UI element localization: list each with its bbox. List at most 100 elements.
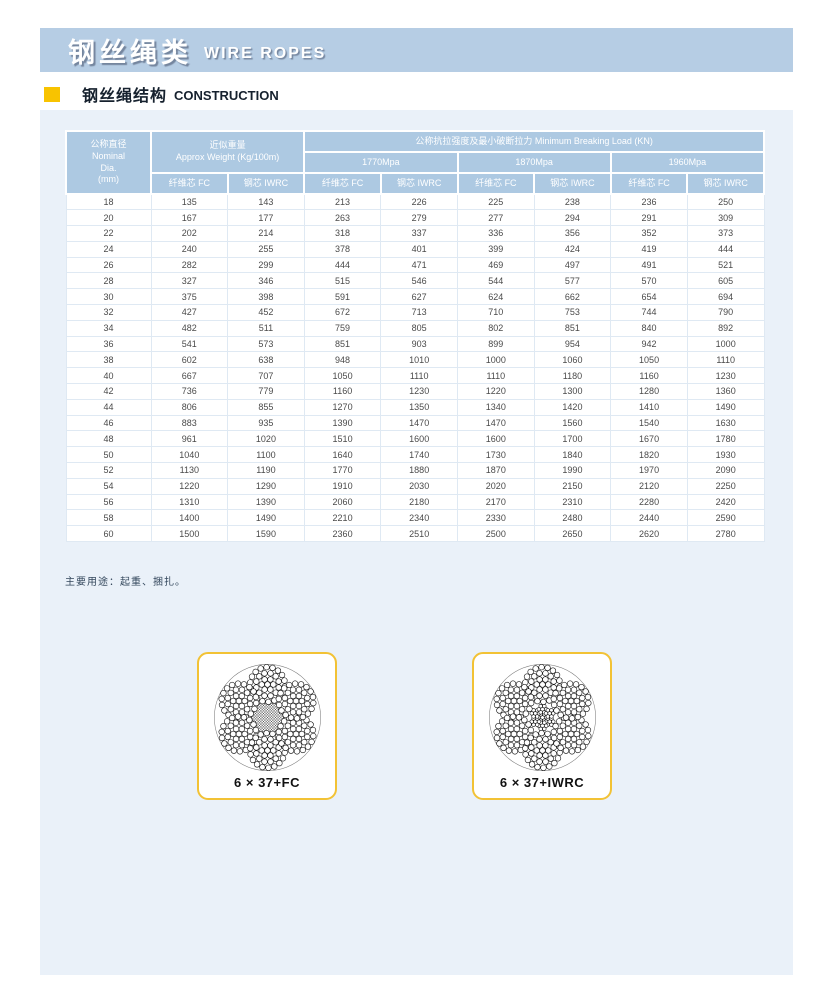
- table-cell: 544: [457, 272, 535, 290]
- table-cell: 1990: [533, 462, 612, 479]
- table-cell: 605: [686, 272, 765, 290]
- table-cell: 1350: [380, 398, 458, 416]
- rope-cross-section-iwrc-diagram: [488, 664, 596, 771]
- table-body: 18 135 143 213 226 225 238 236 250 20 167 177 263 279…: [65, 193, 765, 543]
- table-cell: 851: [303, 335, 382, 353]
- page-title-banner: 钢丝绳类 WIRE ROPES: [40, 28, 793, 72]
- table-cell: 1670: [610, 430, 688, 448]
- table-cell: 627: [380, 288, 458, 306]
- table-row: 48 961 1020 1510 1600 1600 1700 1670 1780: [65, 430, 765, 448]
- table-cell: 54: [65, 477, 152, 495]
- table-cell: 736: [150, 383, 229, 400]
- table-cell: 213: [303, 193, 382, 211]
- table-cell: 672: [303, 304, 382, 321]
- table-cell: 1600: [457, 430, 535, 448]
- table-cell: 375: [150, 288, 229, 306]
- table-cell: 1910: [303, 477, 382, 495]
- table-cell: 1270: [303, 398, 382, 416]
- table-cell: 42: [65, 383, 152, 400]
- table-cell: 903: [380, 335, 458, 353]
- col-header-1960-iwrc: 钢芯 IWRC: [686, 172, 765, 195]
- col-header-weight: 近似重量 Approx Weight (Kg/100m): [149, 130, 306, 174]
- table-cell: 1390: [227, 493, 305, 511]
- table-cell: 806: [150, 398, 229, 416]
- table-cell: 2780: [686, 525, 765, 543]
- col-header-1870-iwrc: 钢芯 IWRC: [533, 172, 612, 195]
- table-cell: 1000: [686, 335, 765, 353]
- table-cell: 255: [227, 240, 305, 258]
- table-cell: 263: [303, 209, 382, 227]
- table-cell: 1220: [150, 477, 229, 495]
- table-cell: 277: [457, 209, 535, 227]
- table-cell: 26: [65, 256, 152, 274]
- table-cell: 22: [65, 225, 152, 242]
- table-cell: 299: [227, 256, 305, 274]
- table-cell: 294: [533, 209, 612, 227]
- table-cell: 24: [65, 240, 152, 258]
- table-row: 26 282 299 444 471 469 497 491 521: [65, 256, 765, 274]
- table-cell: 1010: [380, 351, 458, 369]
- table-cell: 1190: [227, 462, 305, 479]
- table-cell: 1400: [150, 509, 229, 527]
- table-cell: 202: [150, 225, 229, 242]
- col-header-grade-1960: 1960Mpa: [609, 151, 766, 174]
- table-row: 44 806 855 1270 1350 1340 1420 1410 1490: [65, 398, 765, 416]
- table-header: 公称直径 Nominal Dia. (mm) 近似重量 Approx Weigh…: [65, 130, 766, 195]
- table-cell: 1340: [457, 398, 535, 416]
- table-cell: 1770: [303, 462, 382, 479]
- table-cell: 238: [533, 193, 612, 211]
- table-cell: 1110: [686, 351, 765, 369]
- table-cell: 511: [227, 319, 305, 337]
- table-cell: 602: [150, 351, 229, 369]
- table-cell: 143: [227, 193, 305, 211]
- table-cell: 2280: [610, 493, 688, 511]
- page-title-zh: 钢丝绳类: [68, 37, 192, 68]
- rope-diagram-card-fc: 6 × 37+FC: [197, 652, 337, 800]
- table-cell: 1060: [533, 351, 612, 369]
- table-cell: 1510: [303, 430, 382, 448]
- table-cell: 309: [686, 209, 765, 227]
- rope-label-iwrc: 6 × 37+IWRC: [499, 775, 585, 790]
- table-cell: 452: [227, 304, 305, 321]
- table-cell: 225: [457, 193, 535, 211]
- table-cell: 2500: [457, 525, 535, 543]
- col-header-1770-iwrc: 钢芯 IWRC: [379, 172, 459, 195]
- table-cell: 491: [610, 256, 688, 274]
- table-row: 28 327 346 515 546 544 577 570 605: [65, 272, 765, 290]
- table-cell: 32: [65, 304, 152, 321]
- table-cell: 2090: [686, 462, 765, 479]
- table-cell: 226: [380, 193, 458, 211]
- rope-label-fc: 6 × 37+FC: [234, 775, 300, 790]
- table-cell: 759: [303, 319, 382, 337]
- table-row: 50 1040 1100 1640 1740 1730 1840 1820 1930: [65, 446, 765, 464]
- table-row: 36 541 573 851 903 899 954 942 1000: [65, 335, 765, 353]
- table-cell: 2620: [610, 525, 688, 543]
- table-cell: 240: [150, 240, 229, 258]
- table-cell: 942: [610, 335, 688, 353]
- table-cell: 20: [65, 209, 152, 227]
- table-row: 24 240 255 378 401 399 424 419 444: [65, 240, 765, 258]
- table-cell: 18: [65, 193, 152, 211]
- table-cell: 1560: [533, 414, 612, 432]
- table-cell: 1820: [610, 446, 688, 464]
- table-cell: 48: [65, 430, 152, 448]
- table-cell: 2420: [686, 493, 765, 511]
- section-title-en: CONSTRUCTION: [174, 87, 279, 103]
- table-cell: 1130: [150, 462, 229, 479]
- table-cell: 710: [457, 304, 535, 321]
- table-cell: 515: [303, 272, 382, 290]
- section-title-zh: 钢丝绳结构: [82, 88, 168, 105]
- table-cell: 573: [227, 335, 305, 353]
- table-cell: 2440: [610, 509, 688, 527]
- table-cell: 892: [686, 319, 765, 337]
- table-cell: 44: [65, 398, 152, 416]
- table-cell: 399: [457, 240, 535, 258]
- table-cell: 2170: [457, 493, 535, 511]
- yellow-square-icon: [44, 86, 60, 102]
- table-cell: 2330: [457, 509, 535, 527]
- table-cell: 318: [303, 225, 382, 242]
- table-cell: 167: [150, 209, 229, 227]
- table-cell: 899: [457, 335, 535, 353]
- table-cell: 1470: [380, 414, 458, 432]
- table-cell: 1640: [303, 446, 382, 464]
